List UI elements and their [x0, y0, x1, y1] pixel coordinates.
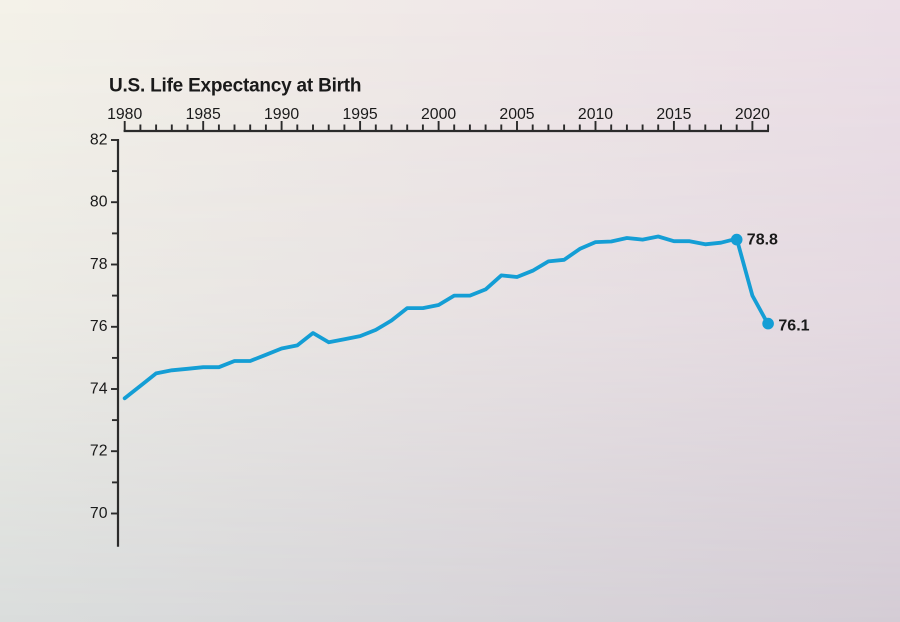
svg-text:76: 76 — [90, 318, 108, 335]
svg-text:78: 78 — [90, 256, 108, 273]
svg-text:76.1: 76.1 — [778, 318, 809, 335]
svg-text:2015: 2015 — [656, 106, 691, 123]
svg-text:1985: 1985 — [186, 106, 221, 123]
svg-text:2005: 2005 — [499, 106, 534, 123]
svg-text:80: 80 — [90, 194, 108, 211]
svg-text:74: 74 — [90, 380, 108, 397]
svg-text:1990: 1990 — [264, 106, 299, 123]
svg-text:82: 82 — [90, 131, 108, 148]
svg-text:1980: 1980 — [107, 106, 142, 123]
svg-text:2000: 2000 — [421, 106, 456, 123]
svg-text:72: 72 — [90, 443, 108, 460]
svg-text:70: 70 — [90, 505, 108, 522]
svg-text:2020: 2020 — [735, 106, 770, 123]
svg-text:1995: 1995 — [343, 106, 378, 123]
svg-text:2010: 2010 — [578, 106, 613, 123]
svg-text:78.8: 78.8 — [747, 232, 778, 249]
svg-text:U.S. Life Expectancy at Birth: U.S. Life Expectancy at Birth — [109, 76, 361, 97]
